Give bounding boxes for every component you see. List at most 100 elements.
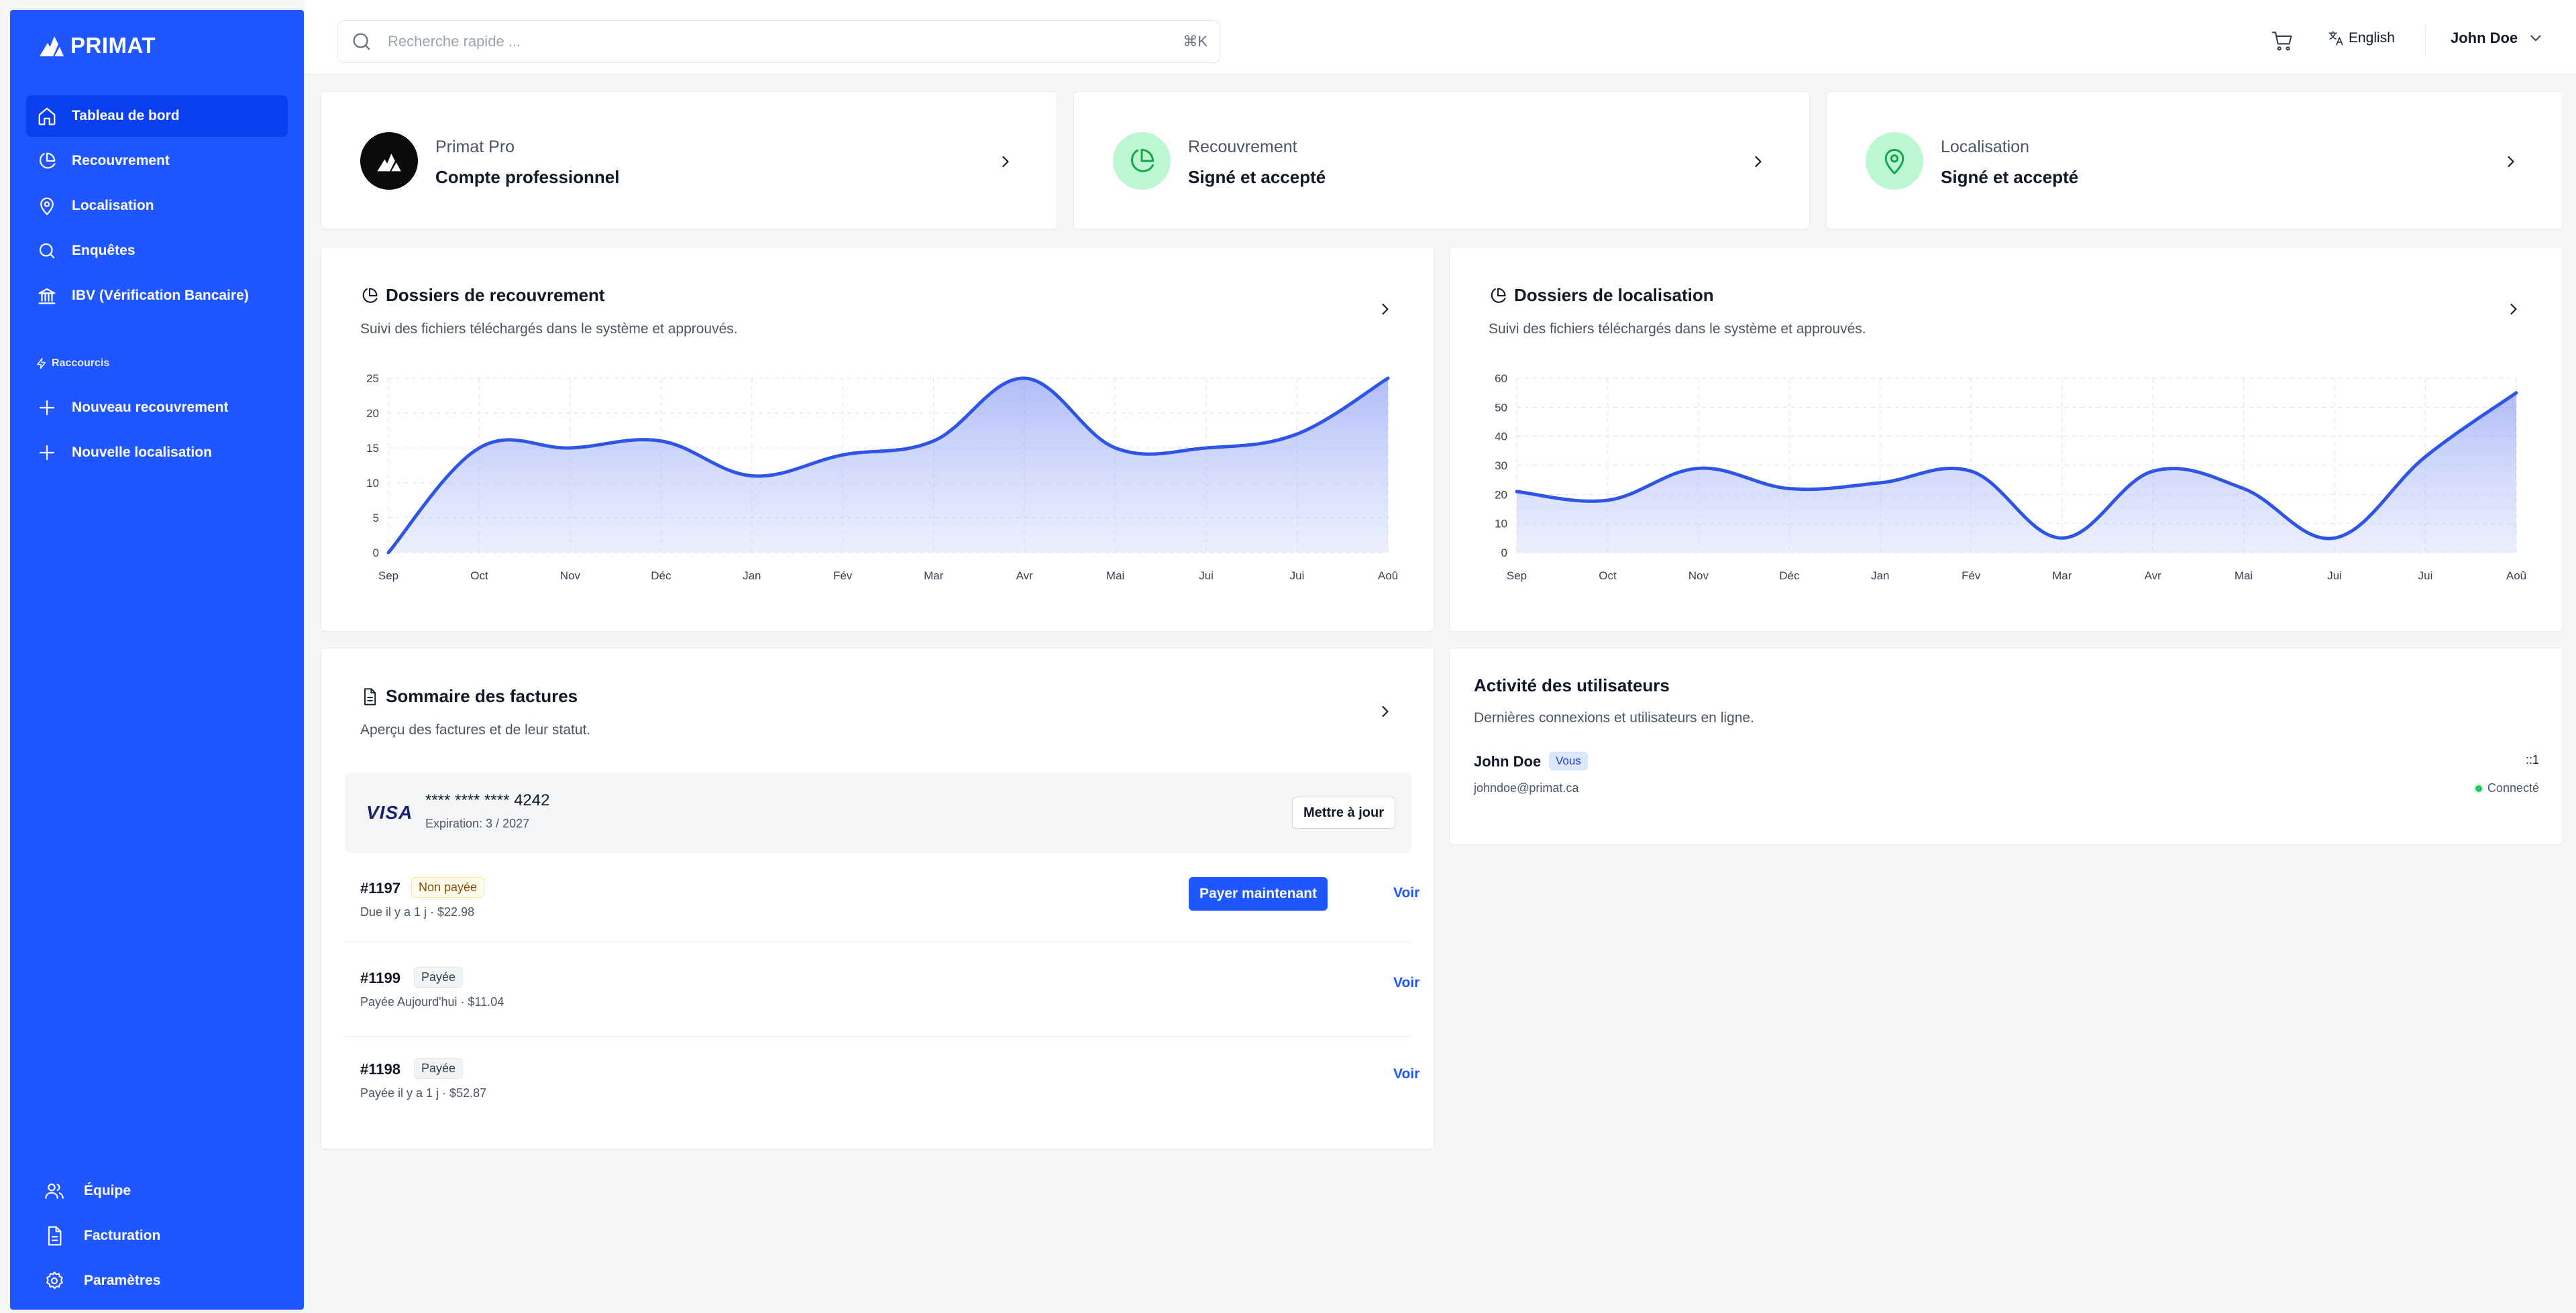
activity-title: Activité des utilisateurs <box>1474 675 1670 695</box>
shortcut-label: Nouvelle localisation <box>72 445 212 460</box>
x-tick-label: Jui <box>1290 569 1305 582</box>
status-badge: Non payée <box>411 877 485 898</box>
sidebar-item-localisation[interactable]: Localisation <box>26 185 288 227</box>
activity-subtitle: Dernières connexions et utilisateurs en … <box>1474 710 1754 726</box>
x-tick-label: Aoû <box>1378 569 1398 582</box>
sidebar-item-ibv[interactable]: IBV (Vérification Bancaire) <box>26 275 288 317</box>
invoice-row: #1198 Payée Payée il y a 1 j · $52.87 Vo… <box>360 1058 1419 1135</box>
y-tick-label: 0 <box>1501 547 1507 559</box>
language-selector[interactable]: English <box>2327 30 2395 47</box>
stat-label: Primat Pro <box>435 137 515 156</box>
chevron-right-icon[interactable] <box>1376 702 1395 721</box>
series-line <box>1515 391 2518 540</box>
chevron-right-icon[interactable] <box>1376 300 1395 319</box>
sidebar-item-label: IBV (Vérification Bancaire) <box>72 288 249 303</box>
activity-user-name: John Doe <box>1474 753 1542 770</box>
stat-value: Signé et accepté <box>1188 167 1326 187</box>
map-pin-icon <box>1884 149 1904 174</box>
user-menu[interactable]: John Doe <box>2451 30 2544 47</box>
pay-now-button[interactable]: Payer maintenant <box>1189 877 1328 911</box>
y-tick-label: 60 <box>1495 372 1507 385</box>
bolt-icon <box>37 357 46 369</box>
stat-card-primat-pro[interactable]: Primat Pro Compte professionnel <box>321 91 1057 229</box>
bank-icon <box>38 288 56 304</box>
y-tick-label: 20 <box>366 407 379 420</box>
activity-card: Activité des utilisateurs Dernières conn… <box>1449 648 2563 845</box>
shortcuts-heading: Raccourcis <box>36 357 109 369</box>
stat-card-localisation[interactable]: Localisation Signé et accepté <box>1826 91 2563 229</box>
chart-subtitle: Suivi des fichiers téléchargés dans le s… <box>1489 321 1866 337</box>
brand-logo[interactable]: PRIMAT <box>38 33 156 58</box>
plus-icon <box>39 445 55 461</box>
localisation-chart: 0 10 20 30 40 50 60 Sep Oct Nov Déc Jan Fév Mar Avr Mai… <box>1495 372 2526 582</box>
x-tick-label: Jui <box>1199 569 1214 582</box>
x-tick-label: Nov <box>560 569 581 582</box>
search-shortcut: ⌘K <box>1183 33 1208 50</box>
sidebar-item-label: Enquêtes <box>72 243 136 258</box>
y-tick-label: 40 <box>1495 431 1507 443</box>
invoices-card: Sommaire des factures Aperçu des facture… <box>321 648 1434 1149</box>
view-invoice-link[interactable]: Voir <box>1393 885 1420 901</box>
invoice-meta: Payée Aujourd'hui · $11.04 <box>360 995 504 1009</box>
series-line <box>386 376 1390 555</box>
stat-label: Localisation <box>1941 137 2030 156</box>
brand-logo-icon <box>377 154 401 172</box>
pie-chart-icon <box>39 152 56 169</box>
row-divider <box>345 941 1411 942</box>
y-tick-label: 25 <box>366 372 379 385</box>
x-tick-label: Mar <box>2052 569 2072 582</box>
sidebar-item-equipe[interactable]: Équipe <box>44 1172 131 1210</box>
home-icon <box>38 107 56 125</box>
sidebar-item-facturation[interactable]: Facturation <box>44 1217 160 1255</box>
card-expiry: Expiration: 3 / 2027 <box>425 817 530 830</box>
sidebar-item-enquetes[interactable]: Enquêtes <box>26 230 288 272</box>
users-icon <box>45 1183 64 1199</box>
stat-icon <box>1866 132 1923 190</box>
status-badge: Payée <box>414 1058 464 1079</box>
shortcut-label: Nouveau recouvrement <box>72 400 229 415</box>
visa-logo: VISA <box>366 802 413 823</box>
chart-card-recouvrement[interactable]: Dossiers de recouvrement Suivi des fichi… <box>321 247 1434 632</box>
pie-chart-icon <box>362 287 378 303</box>
y-tick-label: 10 <box>1495 518 1507 530</box>
shortcut-new-recouvrement[interactable]: Nouveau recouvrement <box>26 387 288 429</box>
chart-card-localisation[interactable]: Dossiers de localisation Suivi des fichi… <box>1449 247 2563 632</box>
activity-user-email: johndoe@primat.ca <box>1474 781 1579 795</box>
chevron-right-icon[interactable] <box>2504 300 2523 319</box>
stat-icon <box>360 132 418 190</box>
search-input[interactable] <box>388 33 1183 50</box>
update-card-button[interactable]: Mettre à jour <box>1291 797 1395 829</box>
session-address: ::1 <box>2525 753 2539 766</box>
x-tick-label: Sep <box>1507 569 1527 582</box>
x-tick-label: Avr <box>2145 569 2162 582</box>
invoice-row: #1197 Non payée Due il y a 1 j · $22.98 … <box>360 877 1419 954</box>
chart-subtitle: Suivi des fichiers téléchargés dans le s… <box>360 321 738 337</box>
y-tick-label: 30 <box>1495 459 1507 472</box>
y-tick-label: 50 <box>1495 401 1507 414</box>
sidebar-item-parametres[interactable]: Paramètres <box>44 1262 160 1300</box>
cart-icon[interactable] <box>2271 30 2294 52</box>
stat-card-recouvrement[interactable]: Recouvrement Signé et accepté <box>1073 91 1810 229</box>
search-icon <box>353 33 370 50</box>
sidebar-item-dashboard[interactable]: Tableau de bord <box>26 95 288 137</box>
invoice-row: #1199 Payée Payée Aujourd'hui · $11.04 V… <box>360 967 1419 1043</box>
invoice-id: #1197 <box>360 880 400 897</box>
stat-label: Recouvrement <box>1188 137 1297 156</box>
x-tick-label: Mai <box>2235 569 2253 582</box>
gear-icon <box>46 1271 63 1290</box>
shortcut-new-localisation[interactable]: Nouvelle localisation <box>26 432 288 473</box>
chevron-down-icon <box>2530 35 2541 42</box>
map-pin-icon <box>40 197 54 215</box>
view-invoice-link[interactable]: Voir <box>1393 975 1420 990</box>
file-icon <box>48 1226 62 1246</box>
invoice-meta: Payée il y a 1 j · $52.87 <box>360 1086 487 1100</box>
x-tick-label: Mar <box>924 569 944 582</box>
sidebar-item-recouvrement[interactable]: Recouvrement <box>26 140 288 182</box>
pie-chart-icon <box>1491 287 1506 303</box>
series-area <box>388 378 1388 553</box>
y-tick-label: 10 <box>366 477 379 490</box>
x-tick-label: Jan <box>743 569 761 582</box>
search-bar[interactable]: ⌘K <box>337 20 1220 63</box>
chevron-right-icon <box>1755 156 1762 168</box>
view-invoice-link[interactable]: Voir <box>1393 1066 1420 1082</box>
